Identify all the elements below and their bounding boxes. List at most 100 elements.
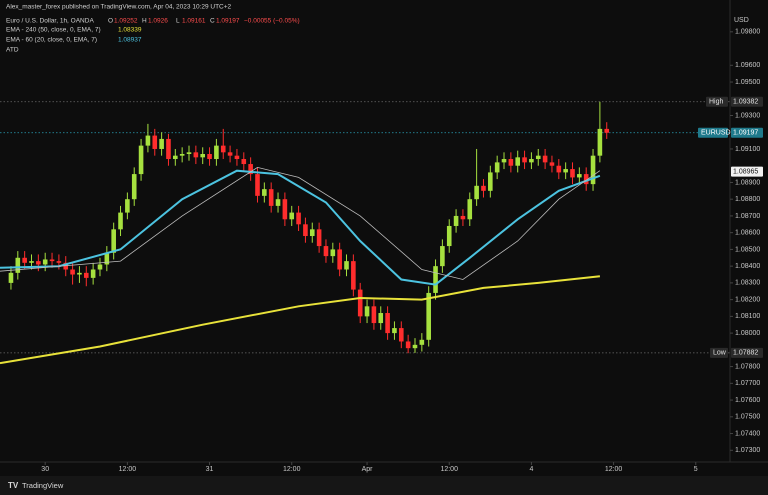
quote-label: H	[142, 18, 147, 25]
candle-body	[344, 261, 349, 270]
price-badge-value: 1.08965	[733, 168, 758, 175]
price-badge-label: Low	[713, 350, 727, 357]
candle-body	[227, 152, 233, 156]
indicator-line	[0, 166, 601, 280]
candle-body	[179, 154, 185, 156]
price-badge-value: 1.09382	[733, 99, 758, 106]
candle-body	[405, 341, 411, 349]
y-tick-label: 1.08100	[735, 313, 760, 320]
candle-body	[262, 189, 267, 196]
candle-body	[351, 261, 356, 290]
candle-body	[56, 261, 62, 263]
candle-body	[371, 306, 377, 324]
candle-body	[412, 344, 418, 349]
x-tick-label: 12:00	[283, 466, 301, 473]
indicator-line	[0, 169, 601, 286]
y-tick-label: 1.09500	[735, 79, 760, 86]
candle-body	[583, 174, 589, 185]
candle-body	[193, 152, 199, 158]
candle-body	[207, 154, 212, 160]
candle-body	[330, 249, 336, 257]
candle-body	[392, 328, 397, 334]
candle-body	[426, 292, 431, 340]
candle-body	[131, 174, 137, 200]
candle-body	[77, 272, 82, 275]
legend-value: 1.08937	[118, 37, 142, 44]
candle-body	[214, 145, 219, 160]
candle-body	[125, 199, 130, 213]
candle-body	[248, 164, 253, 175]
x-tick-label: 12:00	[440, 466, 458, 473]
price-badge-label: EURUSD	[701, 130, 731, 137]
candle-body	[440, 246, 445, 267]
quote-label: O	[108, 18, 113, 25]
candle-body	[467, 199, 473, 220]
x-tick-label: 4	[529, 466, 533, 473]
y-tick-label: 1.09600	[735, 62, 760, 69]
footer	[0, 476, 768, 495]
candle-body	[316, 229, 322, 247]
legend-entry: EMA - 240 (50, close, 0, EMA, 7)	[6, 27, 101, 34]
y-tick-label: 1.07700	[735, 380, 760, 387]
candle-body	[173, 155, 178, 160]
currency: USD	[734, 17, 749, 24]
price-badge	[731, 347, 763, 358]
price-badge-label-bg	[706, 96, 728, 107]
legend-value: 1.08339	[118, 27, 142, 34]
candle-body	[494, 162, 500, 173]
candle-body	[8, 272, 14, 283]
candle-body	[186, 152, 192, 154]
candle-body	[549, 162, 555, 166]
candle-body	[42, 259, 48, 265]
candle-body	[398, 328, 404, 342]
candle-body	[111, 229, 116, 253]
quote-value: 1.09197	[216, 18, 240, 25]
quote-value: 1.09161	[182, 18, 206, 25]
candle-body	[433, 266, 438, 293]
candle-body	[488, 172, 493, 191]
candle-body	[138, 145, 144, 175]
candle-body	[481, 185, 486, 191]
candle-body	[309, 229, 315, 237]
candle-body	[145, 135, 151, 146]
price-badge-label: High	[709, 99, 724, 106]
candle-body	[118, 212, 123, 230]
price-badge-value: 1.07882	[733, 350, 758, 357]
candle-body	[104, 252, 110, 265]
candle-body	[453, 215, 459, 226]
candle-body	[289, 212, 295, 220]
x-tick-label: 30	[41, 466, 49, 473]
candle-body	[255, 174, 260, 196]
candle-body	[515, 157, 521, 166]
y-tick-label: 1.08900	[735, 179, 760, 186]
quote-label: C	[210, 18, 215, 25]
candle-body	[529, 159, 534, 163]
legend-entry: EMA - 60 (20, close, 0, EMA, 7)	[6, 37, 97, 44]
quote-value: 1.0926	[148, 18, 168, 25]
candle-body	[590, 155, 596, 185]
brand: TradingView	[22, 481, 64, 490]
candle-body	[29, 261, 34, 263]
candle-body	[296, 212, 301, 225]
candle-body	[556, 165, 562, 173]
y-tick-label: 1.07800	[735, 363, 760, 370]
brand-logo: TV	[8, 481, 19, 490]
y-tick-label: 1.08500	[735, 246, 760, 253]
quote-change: −0.00055 (−0.05%)	[244, 18, 300, 25]
candle-body	[220, 145, 226, 153]
candle-body	[460, 215, 466, 220]
y-tick-label: 1.09100	[735, 146, 760, 153]
quote-value: 1.09252	[114, 18, 138, 25]
candle-body	[241, 159, 247, 165]
candle-body	[159, 138, 164, 149]
candle-body	[15, 257, 21, 273]
y-tick-label: 1.07300	[735, 447, 760, 454]
y-tick-label: 1.08000	[735, 330, 760, 337]
candle-body	[378, 313, 384, 324]
indicator-line	[0, 275, 601, 365]
candle-body	[597, 128, 603, 156]
candle-body	[501, 159, 507, 163]
candle-body	[419, 339, 425, 345]
candle-body	[268, 189, 274, 206]
x-tick-label: 12:00	[119, 466, 137, 473]
